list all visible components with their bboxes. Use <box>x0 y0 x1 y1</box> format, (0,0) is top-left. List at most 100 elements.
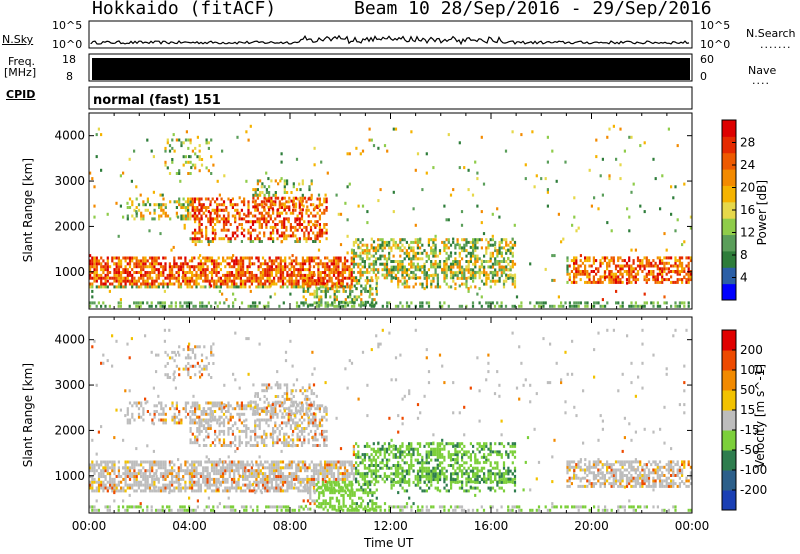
power-cell <box>434 265 437 269</box>
power-cell <box>416 257 419 261</box>
power-cell <box>447 285 450 289</box>
vel-cell <box>191 477 194 481</box>
power-cell <box>267 265 270 269</box>
power-cell <box>434 249 437 253</box>
power-cell <box>186 276 189 280</box>
vel-cell <box>257 486 260 490</box>
power-cell <box>194 146 197 150</box>
vel-cell <box>142 475 145 478</box>
power-cell <box>135 262 138 266</box>
power-cell <box>672 196 675 200</box>
vel-cell <box>209 427 212 430</box>
power-cell <box>210 271 214 274</box>
vel-cell <box>168 483 171 487</box>
power-cell <box>423 276 426 280</box>
vel-cell <box>266 477 269 481</box>
vel-cell <box>321 424 324 428</box>
power-cell <box>311 303 314 307</box>
power-cell <box>89 282 92 286</box>
power-cell <box>230 265 234 269</box>
vel-cell <box>272 444 275 447</box>
vel-cell <box>159 463 163 467</box>
power-cell <box>214 234 217 238</box>
power-cell <box>283 225 286 229</box>
vel-cell <box>300 401 304 405</box>
power-cell <box>670 264 673 268</box>
power-cell <box>255 276 258 280</box>
vel-cell <box>180 418 183 422</box>
power-cell <box>498 246 501 250</box>
vel-cell <box>91 489 94 493</box>
power-cell <box>571 304 574 308</box>
power-cell <box>390 270 393 274</box>
power-cell <box>239 259 242 263</box>
power-cell <box>335 295 338 299</box>
power-cell <box>509 240 512 244</box>
power-cell <box>667 267 670 271</box>
vel-cell <box>173 469 176 473</box>
power-cell <box>91 276 94 280</box>
vel-cell <box>175 480 178 484</box>
power-cell <box>436 265 439 269</box>
power-cell <box>120 271 123 274</box>
vel-cell <box>225 404 228 408</box>
power-cell <box>248 279 251 283</box>
power-cell <box>307 289 310 293</box>
power-cell <box>681 261 684 265</box>
power-cell <box>170 301 173 305</box>
power-cell <box>472 262 475 266</box>
vel-cell <box>312 421 315 425</box>
power-cell <box>507 262 510 266</box>
vel-cell <box>254 432 257 436</box>
power-cell <box>661 280 664 284</box>
vel-cell <box>323 407 326 411</box>
power-cell <box>619 267 622 271</box>
vel-cell <box>296 444 299 447</box>
power-cell <box>610 278 613 282</box>
power-cell <box>513 285 517 289</box>
power-cell <box>500 254 503 258</box>
vel-cell <box>249 438 252 442</box>
power-cell <box>216 220 219 224</box>
power-cell <box>215 265 218 269</box>
vel-cell <box>222 412 226 416</box>
power-cell <box>399 262 402 266</box>
power-cell <box>641 261 644 265</box>
power-cell <box>151 282 154 286</box>
power-cell <box>206 276 209 280</box>
vel-cell <box>304 463 307 467</box>
power-cell <box>164 256 167 260</box>
vel-cell <box>233 480 236 484</box>
nsearch-tick-top: 10^5 <box>700 19 731 32</box>
power-cell <box>227 220 230 224</box>
power-cell <box>252 196 255 200</box>
power-cell <box>575 229 578 233</box>
power-cell <box>306 259 309 263</box>
power-cell <box>423 262 426 266</box>
vel-cell <box>306 480 309 484</box>
power-cell <box>430 262 433 266</box>
power-cell <box>617 256 620 260</box>
power-cell <box>489 279 492 283</box>
power-cell <box>239 276 242 280</box>
power-cell <box>251 200 255 204</box>
power-cell <box>305 237 308 241</box>
power-cell <box>472 251 475 255</box>
power-cell <box>272 237 275 241</box>
power-cell <box>117 304 120 308</box>
vel-cell <box>205 429 208 433</box>
power-cell <box>581 270 584 273</box>
vel-cell <box>175 472 178 476</box>
vel-cell <box>115 475 118 478</box>
vel-cell <box>182 469 185 473</box>
power-cell <box>111 276 114 280</box>
power-cell <box>298 211 301 215</box>
power-cell <box>254 193 257 197</box>
power-cell <box>250 279 253 283</box>
power-cell <box>269 234 272 238</box>
power-cell <box>328 273 331 277</box>
vel-cell <box>193 472 196 476</box>
vel-cell <box>131 415 134 419</box>
vel-cell <box>197 483 200 487</box>
power-cell <box>614 275 618 279</box>
